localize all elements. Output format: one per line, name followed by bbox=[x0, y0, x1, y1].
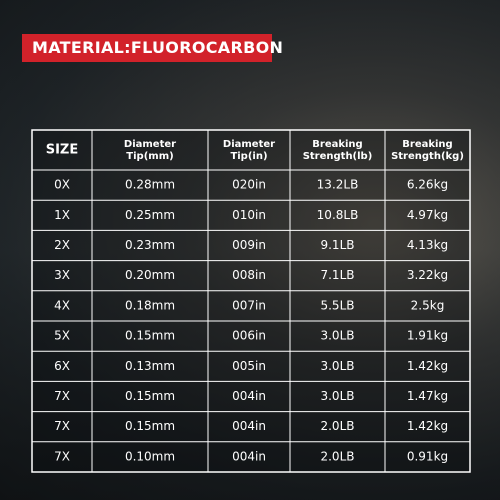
cell: 0.18mm bbox=[125, 298, 175, 312]
cell: 008in bbox=[232, 268, 266, 282]
column-header: SIZE bbox=[46, 143, 79, 158]
cell: 004in bbox=[232, 449, 266, 463]
cell: 6X bbox=[54, 359, 70, 373]
cell: 0.15mm bbox=[125, 419, 175, 433]
table-border bbox=[31, 129, 471, 473]
cell: 2.5kg bbox=[411, 298, 445, 312]
column-header: Tip(in) bbox=[230, 151, 267, 162]
cell: 007in bbox=[232, 298, 266, 312]
column-header: Diameter bbox=[223, 139, 275, 150]
cell: 3X bbox=[54, 268, 70, 282]
cell: 005in bbox=[232, 359, 266, 373]
cell: 10.8LB bbox=[317, 208, 359, 222]
cell: 0.10mm bbox=[125, 449, 175, 463]
cell: 5.5LB bbox=[320, 298, 354, 312]
cell: 020in bbox=[232, 178, 266, 192]
cell: 1X bbox=[54, 208, 70, 222]
cell: 3.0LB bbox=[320, 389, 354, 403]
cell: 0.15mm bbox=[125, 389, 175, 403]
cell: 7X bbox=[54, 389, 70, 403]
title-banner: MATERIAL:FLUOROCARBON bbox=[22, 34, 283, 62]
cell: 7X bbox=[54, 419, 70, 433]
cell: 0.13mm bbox=[125, 359, 175, 373]
cell: 4.97kg bbox=[407, 208, 448, 222]
cell: 004in bbox=[232, 389, 266, 403]
column-header: Diameter bbox=[124, 139, 176, 150]
cell: 006in bbox=[232, 329, 266, 343]
cell: 5X bbox=[54, 329, 70, 343]
cell: 2.0LB bbox=[320, 419, 354, 433]
cell: 3.0LB bbox=[320, 329, 354, 343]
cell: 7.1LB bbox=[320, 268, 354, 282]
cell: 2X bbox=[54, 238, 70, 252]
cell: 1.42kg bbox=[407, 359, 448, 373]
cell: 009in bbox=[232, 238, 266, 252]
column-header: Breaking bbox=[402, 139, 452, 150]
cell: 2.0LB bbox=[320, 449, 354, 463]
cell: 4.13kg bbox=[407, 238, 448, 252]
cell: 1.91kg bbox=[407, 329, 448, 343]
column-header: Strength(kg) bbox=[391, 151, 464, 162]
cell: 7X bbox=[54, 449, 70, 463]
cell: 0.91kg bbox=[407, 449, 448, 463]
cell: 4X bbox=[54, 298, 70, 312]
cell: 3.0LB bbox=[320, 359, 354, 373]
cell: 0.23mm bbox=[125, 238, 175, 252]
cell: 6.26kg bbox=[407, 178, 448, 192]
cell: 0X bbox=[54, 178, 70, 192]
cell: 3.22kg bbox=[407, 268, 448, 282]
cell: 0.28mm bbox=[125, 178, 175, 192]
cell: 004in bbox=[232, 419, 266, 433]
cell: 1.47kg bbox=[407, 389, 448, 403]
column-header: Breaking bbox=[312, 139, 362, 150]
cell: 1.42kg bbox=[407, 419, 448, 433]
cell: 0.15mm bbox=[125, 329, 175, 343]
cell: 13.2LB bbox=[317, 178, 359, 192]
cell: 010in bbox=[232, 208, 266, 222]
cell: 9.1LB bbox=[320, 238, 354, 252]
cell: 0.20mm bbox=[125, 268, 175, 282]
column-header: Strength(lb) bbox=[303, 151, 373, 162]
column-header: Tip(mm) bbox=[126, 151, 173, 162]
cell: 0.25mm bbox=[125, 208, 175, 222]
